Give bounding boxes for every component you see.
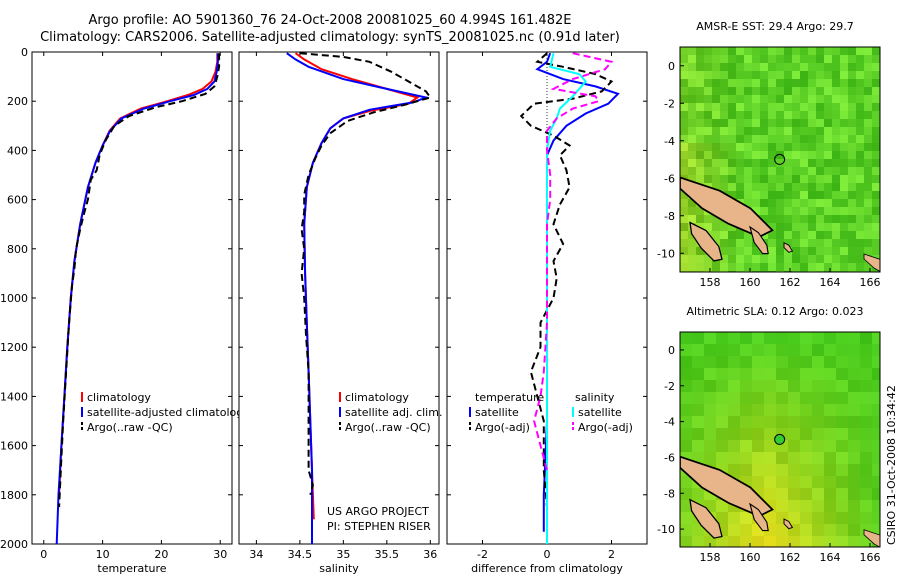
plot-frame — [238, 51, 440, 545]
y-tick-label: -10 — [657, 247, 675, 260]
figure-title-line1: Argo profile: AO 5901360_76 24-Oct-2008 … — [88, 13, 572, 28]
y-tick-label: 1400 — [0, 390, 28, 403]
legend-item-label: satellite-adjusted climatology — [87, 406, 250, 419]
legend-heading-label: salinity — [575, 391, 615, 404]
y-tick-label: -6 — [664, 451, 675, 464]
x-tick-label: 10 — [96, 548, 110, 561]
map-frame — [679, 46, 881, 273]
series-line-3 — [299, 52, 432, 496]
legend-heading-label: temperature — [475, 391, 544, 404]
legend-item-label: satellite adj. clim. — [345, 406, 442, 419]
credit-label: CSIRO 31-Oct-2008 10:34:42 — [885, 385, 898, 545]
x-tick-label: 20 — [154, 548, 168, 561]
argo-float-marker — [774, 153, 786, 165]
legend-item-label: Argo(..raw -QC) — [87, 421, 173, 434]
x-tick-label: 34 — [249, 548, 263, 561]
x-axis-label: salinity — [319, 562, 359, 575]
plot-frame — [31, 51, 233, 545]
y-tick-label: -6 — [664, 172, 675, 185]
x-axis-label: temperature — [97, 562, 166, 575]
island-shape — [749, 502, 769, 532]
x-tick-label: 164 — [820, 551, 841, 564]
y-tick-label: -2 — [664, 97, 675, 110]
series-line-2 — [286, 52, 430, 544]
island-shape — [749, 225, 769, 255]
series-line-3 — [546, 52, 588, 544]
x-tick-label: 162 — [780, 551, 801, 564]
y-tick-label: -8 — [664, 210, 675, 223]
x-tick-label: 158 — [700, 276, 721, 289]
legend-item-label: climatology — [87, 391, 151, 404]
legend-item-label: satellite — [578, 406, 622, 419]
map-frame — [679, 331, 881, 548]
y-tick-label: -2 — [664, 380, 675, 393]
profile-panel-2: 34 34.5 35 35.5 36 salinity climatology satelli… — [238, 51, 442, 575]
series-line-4 — [533, 52, 614, 471]
x-tick-label: 160 — [740, 551, 761, 564]
map-cells — [680, 47, 880, 272]
project-annotation: US ARGO PROJECT — [327, 505, 429, 518]
sst-map: 158 160 162 164 166 0 -2 -4 -6 -8 -10 — [657, 46, 881, 289]
island-shape — [689, 221, 723, 262]
y-tick-label: 0 — [21, 46, 28, 59]
y-tick-label: 800 — [7, 243, 28, 256]
x-tick-label: 160 — [740, 276, 761, 289]
coastline — [680, 455, 880, 547]
x-tick-label: 35.5 — [375, 548, 400, 561]
x-tick-label: -2 — [477, 548, 488, 561]
figure-title-line2: Climatology: CARS2006. Satellite-adjuste… — [40, 30, 620, 45]
x-tick-label: 34.5 — [288, 548, 313, 561]
y-tick-label: 400 — [7, 144, 28, 157]
sla-map-title: Altimetric SLA: 0.12 Argo: 0.023 — [686, 305, 864, 318]
y-tick-label: 0 — [668, 60, 675, 73]
y-tick-label: -10 — [657, 523, 675, 536]
coastline — [680, 176, 880, 272]
island-shape — [863, 253, 880, 272]
argo-float-marker — [774, 433, 786, 445]
island-shape — [783, 518, 794, 530]
x-tick-label: 35 — [336, 548, 350, 561]
x-tick-label: 0 — [40, 548, 47, 561]
x-axis-label: difference from climatology — [471, 562, 623, 575]
island-shape — [863, 529, 880, 547]
x-tick-label: 166 — [860, 551, 881, 564]
legend-item-label: Argo(-adj) — [475, 421, 530, 434]
island-shape — [689, 498, 723, 539]
sla-map: 158 160 162 164 166 0 -2 -4 -6 -8 -10 — [657, 331, 881, 564]
y-tick-label: 0 — [668, 344, 675, 357]
project-annotation: PI: STEPHEN RISER — [327, 520, 431, 533]
x-tick-label: 2 — [608, 548, 615, 561]
y-tick-label: 600 — [7, 194, 28, 207]
x-tick-label: 162 — [780, 276, 801, 289]
x-tick-label: 164 — [820, 276, 841, 289]
island-shape — [783, 241, 794, 253]
y-tick-label: -8 — [664, 487, 675, 500]
legend-item-label: climatology — [345, 391, 409, 404]
x-tick-label: 158 — [700, 551, 721, 564]
x-tick-label: 36 — [423, 548, 437, 561]
y-tick-label: 200 — [7, 95, 28, 108]
y-tick-label: 1800 — [0, 489, 28, 502]
legend-item-label: Argo(-adj) — [578, 421, 633, 434]
series-line-3 — [58, 53, 221, 508]
y-tick-label: 1600 — [0, 440, 28, 453]
y-tick-label: 1000 — [0, 292, 28, 305]
legend-item-label: satellite — [475, 406, 519, 419]
map-cells — [680, 332, 880, 547]
series-line-2 — [519, 52, 614, 508]
legend-item-label: Argo(..raw -QC) — [345, 421, 431, 434]
sst-map-title: AMSR-E SST: 29.4 Argo: 29.7 — [696, 20, 854, 33]
y-tick-label: -4 — [664, 416, 675, 429]
x-tick-label: 166 — [860, 276, 881, 289]
x-tick-label: 0 — [544, 548, 551, 561]
y-tick-label: 2000 — [0, 538, 28, 551]
y-tick-label: -4 — [664, 135, 675, 148]
x-tick-label: 30 — [213, 548, 227, 561]
y-tick-label: 1200 — [0, 341, 28, 354]
profile-panel-1: 0 10 20 30 0 200 400 600 800 1000 1200 1400 1600 1800… — [0, 46, 250, 575]
